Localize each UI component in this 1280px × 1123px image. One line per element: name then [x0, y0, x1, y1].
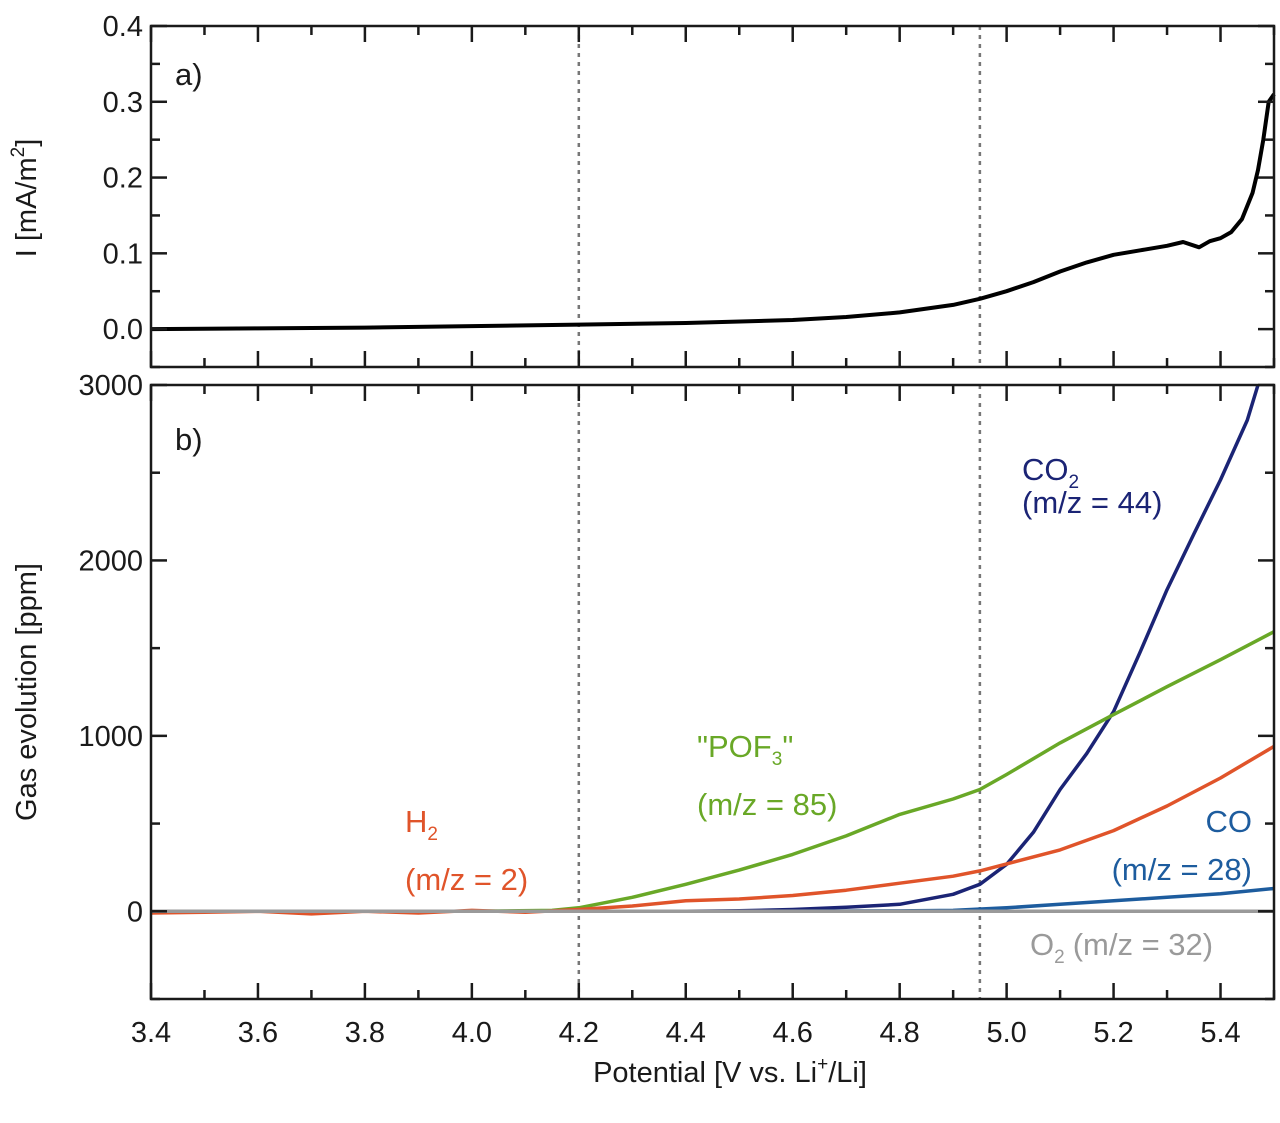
- plot-frame: [149, 24, 1276, 369]
- panel-a-ylabel: I [mA/m2]: [8, 139, 43, 258]
- y-tick-label: 3000: [78, 370, 143, 402]
- x-tick-label: 3.8: [345, 1017, 385, 1049]
- panel-a-label: a): [175, 57, 203, 92]
- y-tick-label: 0.4: [103, 11, 143, 43]
- x-tick-label: 3.4: [131, 1017, 171, 1049]
- series-line-0: [150, 93, 1276, 332]
- svg-text:CO2: CO2: [1022, 452, 1079, 493]
- label-o2: O2 (m/z = 32): [1030, 927, 1213, 968]
- x-tick-label: 4.8: [880, 1017, 920, 1049]
- svg-text:"POF3": "POF3": [697, 729, 793, 770]
- y-tick-label: 0.3: [103, 87, 143, 119]
- label-co2: CO2 (m/z = 44): [1022, 452, 1162, 520]
- svg-text:(m/z = 85): (m/z = 85): [697, 787, 837, 822]
- series-line-2: [150, 744, 1275, 916]
- panel-b-ylabel: Gas evolution [ppm]: [11, 563, 43, 821]
- panel-b-label: b): [175, 422, 203, 457]
- x-tick-label: 5.2: [1093, 1017, 1133, 1049]
- panel-b-gas-evolution: 0 1000 2000 3000 3.4 3.6 3.8 4.0 4.2 4.4 4.6 4.8 5.0…: [78, 370, 1276, 1049]
- plot-frame: [149, 383, 1276, 1001]
- y-tick-label: 2000: [78, 545, 143, 577]
- x-tick-label: 4.6: [773, 1017, 813, 1049]
- svg-text:(m/z = 44): (m/z = 44): [1022, 485, 1162, 520]
- svg-text:O2(m/z = 32): O2 (m/z = 32): [1030, 927, 1213, 968]
- y-tick-label: 0.2: [103, 163, 143, 195]
- y-tick-label: 0.0: [103, 314, 143, 346]
- svg-text:(m/z = 2): (m/z = 2): [405, 862, 528, 897]
- x-tick-label: 4.4: [666, 1017, 706, 1049]
- y-tick-label: 1000: [78, 721, 143, 753]
- label-h2: H2 (m/z = 2): [405, 804, 528, 897]
- series-line-1: [151, 630, 1275, 914]
- svg-text:(m/z = 28): (m/z = 28): [1112, 852, 1252, 887]
- x-tick-label: 5.0: [986, 1017, 1026, 1049]
- y-tick-label: 0.1: [103, 238, 143, 270]
- svg-text:CO: CO: [1206, 804, 1253, 839]
- label-pof3: "POF3" (m/z = 85): [697, 729, 837, 822]
- x-tick-label: 5.4: [1200, 1017, 1240, 1049]
- x-tick-label: 4.2: [559, 1017, 599, 1049]
- x-tick-label: 3.6: [238, 1017, 278, 1049]
- panel-a-current: 0.0 0.1 0.2 0.3 0.4: [103, 11, 1276, 369]
- label-co: CO (m/z = 28): [1112, 804, 1252, 887]
- series-line-0: [151, 384, 1260, 914]
- svg-text:H2: H2: [405, 804, 438, 845]
- y-tick-label: 0: [127, 896, 143, 928]
- x-axis-title: Potential [V vs. Li+/Li]: [593, 1054, 867, 1089]
- x-tick-label: 4.0: [452, 1017, 492, 1049]
